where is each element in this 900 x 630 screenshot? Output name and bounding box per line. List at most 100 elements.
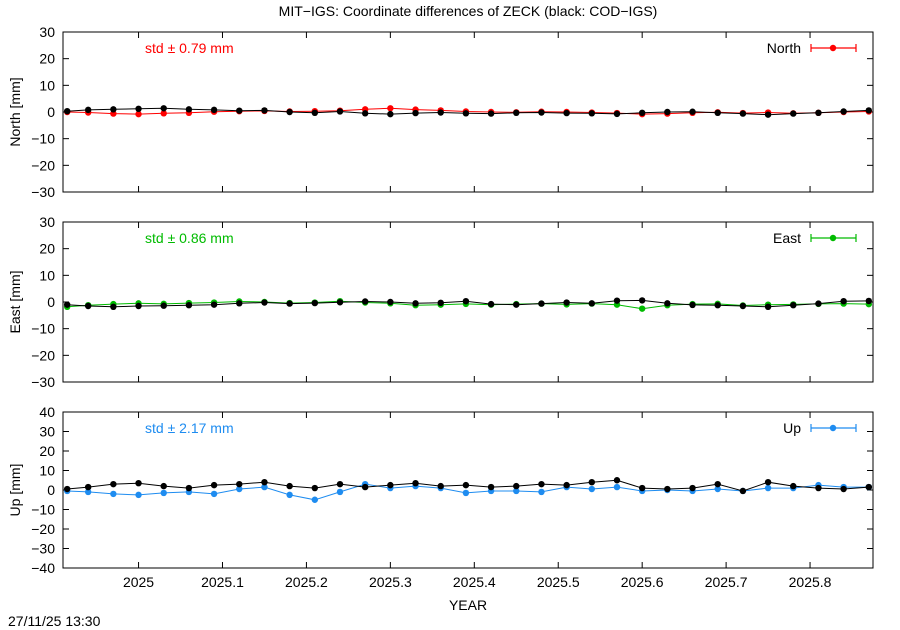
y-tick-label: −20 <box>31 347 55 363</box>
x-tick-label: 2025.5 <box>537 574 580 590</box>
data-point <box>185 484 193 492</box>
x-tick-label: 2025.6 <box>621 574 664 590</box>
data-point <box>387 481 394 489</box>
data-point <box>135 105 142 113</box>
data-point <box>689 108 696 115</box>
data-point <box>739 487 747 495</box>
x-tick-labels: 2025 2025.1 2025.2 2025.3 2025.4 2025.5 2025.6… <box>123 574 832 590</box>
y-tick-label: −20 <box>31 157 55 173</box>
data-point <box>412 300 419 307</box>
y-tick-label: −30 <box>31 541 55 557</box>
data-point <box>613 477 621 484</box>
data-point <box>261 299 268 306</box>
data-point <box>236 300 243 307</box>
legend-label: Up <box>783 420 801 436</box>
data-point <box>110 480 117 488</box>
east-std-label: std ± 0.86 mm <box>145 230 234 246</box>
x-tick-label: 2025.4 <box>453 574 496 590</box>
data-point <box>63 485 71 493</box>
data-point <box>462 298 470 305</box>
up-legend: Up <box>783 420 857 436</box>
data-point <box>638 305 646 312</box>
data-point <box>210 301 218 308</box>
data-point <box>513 487 520 495</box>
data-point <box>160 482 167 490</box>
data-point <box>840 298 847 305</box>
data-point <box>790 110 797 117</box>
y-tick-label: −40 <box>31 560 55 576</box>
y-tick-label: −10 <box>31 502 55 518</box>
data-point <box>84 106 92 114</box>
data-point <box>236 480 243 488</box>
data-point <box>588 110 596 117</box>
y-tick-label: −10 <box>31 131 55 147</box>
data-point <box>487 110 495 117</box>
data-point <box>110 490 117 498</box>
data-point <box>336 488 344 496</box>
y-tick-label: 40 <box>39 404 55 420</box>
up-std-label: std ± 2.17 mm <box>145 420 234 436</box>
data-point <box>361 110 369 117</box>
east-y-axis-label: East [mm] <box>7 270 23 333</box>
data-point <box>135 479 142 487</box>
data-point <box>714 480 721 488</box>
data-point <box>538 480 545 488</box>
legend-marker <box>829 44 837 52</box>
data-point <box>63 301 71 308</box>
x-axis-label: YEAR <box>449 597 487 613</box>
x-tick-label: 2025.2 <box>285 574 328 590</box>
data-point <box>638 297 646 304</box>
data-point <box>840 485 847 493</box>
data-point <box>563 481 570 489</box>
data-point <box>236 485 243 493</box>
data-point <box>387 105 394 112</box>
data-point <box>538 300 545 307</box>
up-y-axis-label: Up [mm] <box>7 464 23 517</box>
data-point <box>160 489 167 497</box>
north-legend: North <box>767 40 857 56</box>
data-point <box>563 299 570 306</box>
panels: −30 −20 −10 0 10 20 30 North [mm] std ± 0.79 mm N… <box>7 24 874 576</box>
data-point <box>638 109 646 117</box>
data-point <box>790 302 797 309</box>
data-point <box>739 302 747 310</box>
data-point <box>462 110 470 117</box>
data-point <box>613 483 621 491</box>
x-tick-label: 2025.1 <box>201 574 244 590</box>
data-point <box>462 481 470 489</box>
data-point <box>210 106 218 114</box>
y-tick-label: −20 <box>31 521 55 537</box>
legend-label: North <box>767 40 801 56</box>
data-point <box>135 110 142 118</box>
y-tick-label: −30 <box>31 374 55 390</box>
timestamp: 27/11/25 13:30 <box>8 613 101 629</box>
data-point <box>840 108 847 115</box>
data-point <box>689 484 696 492</box>
north-panel: −30 −20 −10 0 10 20 30 North [mm] std ± 0.79 mm N… <box>7 24 874 200</box>
legend-marker <box>829 234 837 242</box>
data-point <box>412 109 419 117</box>
data-point <box>865 483 873 491</box>
north-std-label: std ± 0.79 mm <box>145 40 234 56</box>
data-point <box>563 109 570 117</box>
x-tick-label: 2025.7 <box>705 574 748 590</box>
data-point <box>336 299 344 306</box>
data-point <box>261 479 268 486</box>
y-tick-label: 20 <box>39 443 55 459</box>
data-point <box>638 484 646 492</box>
data-point <box>588 300 596 307</box>
data-point <box>487 300 495 308</box>
data-point <box>739 110 747 117</box>
data-point <box>361 298 369 305</box>
data-point <box>387 298 394 306</box>
data-point <box>437 299 444 306</box>
data-point <box>815 300 822 307</box>
data-point <box>160 105 167 112</box>
y-tick-label: 10 <box>39 267 55 283</box>
data-point <box>613 297 621 304</box>
data-point <box>664 300 671 307</box>
data-point <box>714 302 721 309</box>
data-point <box>437 109 444 116</box>
x-tick-label: 2025 <box>123 574 154 590</box>
data-point <box>764 303 772 310</box>
